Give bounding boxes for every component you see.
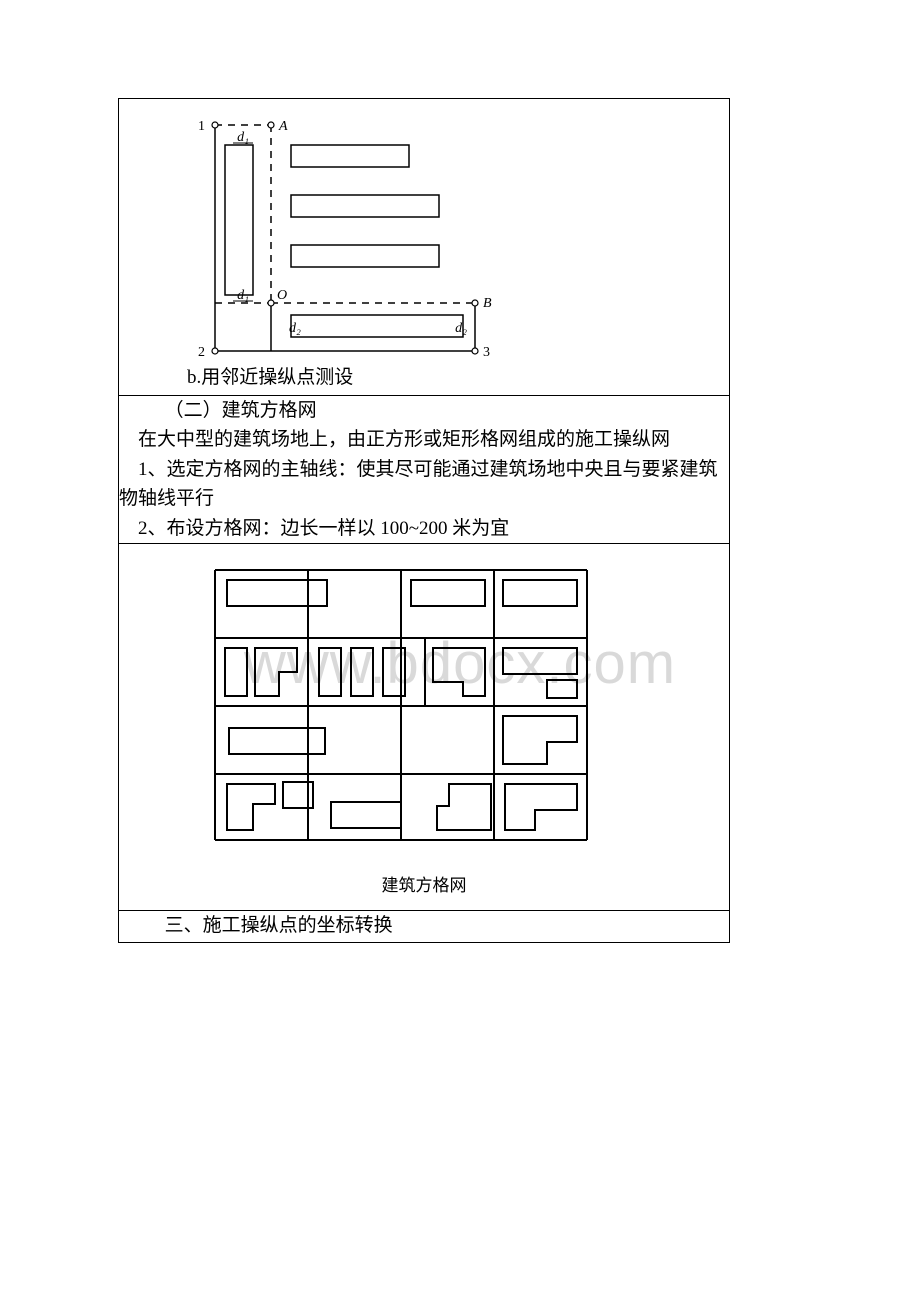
paragraph-1: 在大中型的建筑场地上，由正方形或矩形格网组成的施工操纵网 (119, 425, 729, 454)
figure1-svg: 1Ad₁23BOd₁d₂d₂ (175, 105, 505, 365)
paragraph-3: 2、布设方格网：边长一样以 100~200 米为宜 (119, 514, 729, 543)
svg-text:1: 1 (198, 119, 205, 134)
svg-text:B: B (483, 296, 492, 311)
content-table: 1Ad₁23BOd₁d₂d₂ b.用邻近操纵点测设 （二）建筑方格网 在大中型的… (118, 98, 730, 943)
svg-text:d₂: d₂ (289, 321, 301, 336)
svg-text:d₂: d₂ (455, 321, 467, 336)
figure2-cell: 建筑方格网 (119, 544, 730, 911)
page: www.bdocx.com 1Ad₁23BOd₁d₂d₂ b.用邻近操纵点测设 … (0, 0, 920, 1302)
svg-text:A: A (278, 119, 288, 134)
section-heading-3: 三、施工操纵点的坐标转换 (119, 911, 729, 941)
figure2-svg (175, 552, 635, 852)
figure2-caption: 建筑方格网 (119, 871, 729, 896)
textblock-cell: （二）建筑方格网 在大中型的建筑场地上，由正方形或矩形格网组成的施工操纵网 1、… (119, 396, 730, 544)
figure1-svg-wrap: 1Ad₁23BOd₁d₂d₂ (175, 105, 505, 365)
figure1-cell: 1Ad₁23BOd₁d₂d₂ b.用邻近操纵点测设 (119, 99, 730, 396)
footer-cell: 三、施工操纵点的坐标转换 (119, 911, 730, 942)
figure1-caption: b.用邻近操纵点测设 (187, 362, 353, 389)
svg-text:2: 2 (198, 345, 205, 360)
paragraph-2: 1、选定方格网的主轴线：使其尽可能通过建筑场地中央且与要紧建筑物轴线平行 (119, 455, 729, 514)
svg-text:3: 3 (483, 345, 490, 360)
section-heading-2: （二）建筑方格网 (119, 396, 729, 425)
figure2-svg-wrap (175, 552, 635, 852)
svg-text:O: O (277, 288, 287, 303)
